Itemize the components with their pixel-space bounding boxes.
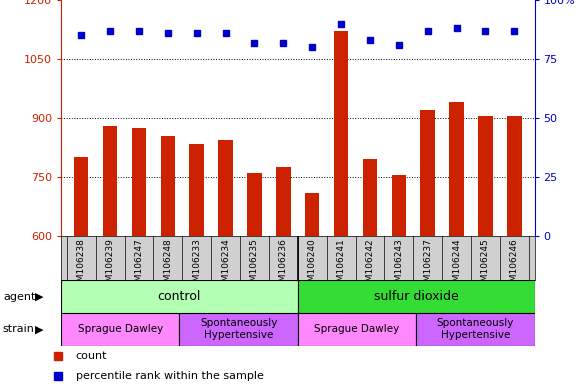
- Text: GSM106240: GSM106240: [308, 238, 317, 293]
- Bar: [334, 31, 348, 236]
- Text: GSM106238: GSM106238: [77, 238, 86, 293]
- Bar: [189, 144, 204, 236]
- Bar: [180, 313, 297, 346]
- Text: GSM106235: GSM106235: [250, 238, 259, 293]
- Text: sulfur dioxide: sulfur dioxide: [374, 290, 458, 303]
- Text: GSM106244: GSM106244: [452, 238, 461, 293]
- Text: GSM106247: GSM106247: [134, 238, 144, 293]
- Bar: [305, 193, 320, 236]
- Bar: [507, 116, 522, 236]
- Text: control: control: [157, 290, 201, 303]
- Bar: [416, 313, 535, 346]
- Bar: [297, 280, 535, 313]
- Text: GSM106245: GSM106245: [481, 238, 490, 293]
- Text: ▶: ▶: [35, 291, 44, 302]
- Text: GSM106243: GSM106243: [394, 238, 403, 293]
- Bar: [276, 167, 290, 236]
- Bar: [392, 175, 406, 236]
- Bar: [132, 128, 146, 236]
- Text: GSM106242: GSM106242: [365, 238, 374, 293]
- Bar: [61, 313, 180, 346]
- Bar: [248, 173, 261, 236]
- Bar: [478, 116, 493, 236]
- Text: GSM106241: GSM106241: [336, 238, 346, 293]
- Text: ▶: ▶: [35, 324, 44, 334]
- Text: strain: strain: [3, 324, 35, 334]
- Bar: [449, 103, 464, 236]
- Bar: [421, 110, 435, 236]
- Text: Spontaneously
Hypertensive: Spontaneously Hypertensive: [437, 318, 514, 340]
- Bar: [297, 313, 416, 346]
- Text: GSM106237: GSM106237: [423, 238, 432, 293]
- Text: count: count: [76, 351, 107, 361]
- Bar: [103, 126, 117, 236]
- Text: GSM106236: GSM106236: [279, 238, 288, 293]
- Bar: [74, 157, 88, 236]
- Text: Spontaneously
Hypertensive: Spontaneously Hypertensive: [200, 318, 277, 340]
- Bar: [160, 136, 175, 236]
- Text: Sprague Dawley: Sprague Dawley: [78, 324, 163, 334]
- Bar: [363, 159, 377, 236]
- Text: GSM106248: GSM106248: [163, 238, 173, 293]
- Bar: [218, 140, 233, 236]
- Text: Sprague Dawley: Sprague Dawley: [314, 324, 400, 334]
- Text: GSM106246: GSM106246: [510, 238, 519, 293]
- Text: agent: agent: [3, 291, 35, 302]
- Text: percentile rank within the sample: percentile rank within the sample: [76, 371, 263, 381]
- Text: GSM106239: GSM106239: [106, 238, 114, 293]
- Text: GSM106234: GSM106234: [221, 238, 230, 293]
- Text: GSM106233: GSM106233: [192, 238, 201, 293]
- Bar: [61, 280, 297, 313]
